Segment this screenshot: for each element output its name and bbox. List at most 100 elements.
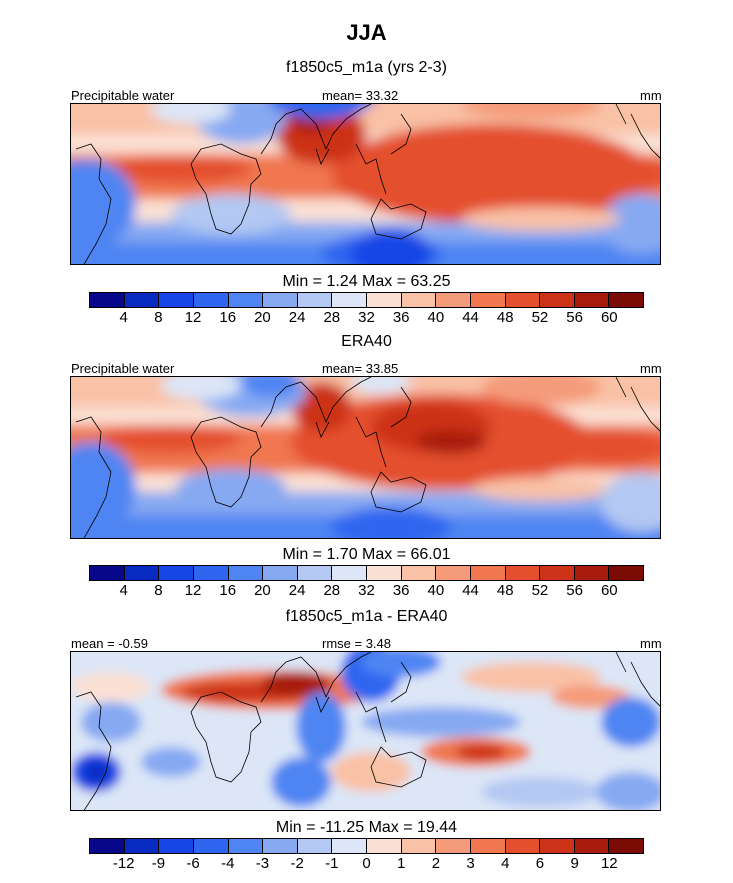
colorbar-1-swatch bbox=[90, 293, 125, 307]
colorbar-2-tick-label: 44 bbox=[462, 582, 479, 599]
colorbar-2-tick-label: 56 bbox=[566, 582, 583, 599]
colorbar-1-tick-label: 48 bbox=[496, 309, 514, 326]
colorbar-3-swatch bbox=[574, 839, 610, 853]
colorbar-1-swatch bbox=[436, 293, 471, 307]
colorbar-3-swatch bbox=[124, 839, 160, 853]
panel3-subtitle: f1850c5_m1a - ERA40 bbox=[285, 608, 448, 625]
colorbar-2-tick-label: 8 bbox=[154, 582, 163, 599]
colorbar-2-tick-label: 36 bbox=[392, 582, 410, 599]
colorbar-2-tick-label: 12 bbox=[184, 582, 202, 599]
colorbar-2-swatch bbox=[193, 566, 229, 580]
colorbar-1-swatch bbox=[574, 293, 610, 307]
panel2-map bbox=[70, 376, 661, 539]
panel2-minmax: Min = 1.70 Max = 66.01 bbox=[282, 546, 451, 563]
colorbar-2-tick-label: 52 bbox=[531, 582, 549, 599]
colorbar-3-swatch bbox=[297, 839, 333, 853]
colorbar-1-swatch bbox=[159, 293, 194, 307]
colorbar-1-swatch bbox=[505, 293, 541, 307]
colorbar-1-tick-label: 60 bbox=[600, 309, 618, 326]
colorbar-2-tick-label: 48 bbox=[496, 582, 514, 599]
colorbar-2-tick-label: 24 bbox=[288, 582, 306, 599]
colorbar-2-tick-label: 20 bbox=[254, 582, 271, 599]
colorbar-3-tick-label: -12 bbox=[112, 855, 135, 872]
colorbar-3-swatch bbox=[228, 839, 264, 853]
colorbar-3-tick-label: -9 bbox=[151, 855, 166, 872]
figure-title: JJA bbox=[346, 20, 387, 45]
colorbar-1-tick-label: 52 bbox=[531, 309, 549, 326]
colorbar-3-tick-label: 1 bbox=[397, 855, 406, 872]
colorbar-3 bbox=[89, 838, 644, 854]
colorbar-1-swatch bbox=[540, 293, 575, 307]
colorbar-3-swatch bbox=[436, 839, 471, 853]
colorbar-3-swatch bbox=[470, 839, 506, 853]
colorbar-3-ticks: -12 -9 -6 -4 -3 -2 -1 0 1 2 3 4 6 9 12 bbox=[89, 855, 644, 873]
colorbar-1-swatch bbox=[470, 293, 506, 307]
colorbar-3-swatch bbox=[540, 839, 575, 853]
colorbar-1-swatch bbox=[263, 293, 298, 307]
colorbar-2-swatch bbox=[505, 566, 541, 580]
colorbar-2-swatch bbox=[332, 566, 367, 580]
colorbar-1-swatch bbox=[367, 293, 402, 307]
colorbar-2-tick-label: 4 bbox=[119, 582, 128, 599]
colorbar-3-tick-label: 12 bbox=[600, 855, 618, 872]
colorbar-3-swatch bbox=[505, 839, 541, 853]
colorbar-3-swatch bbox=[332, 839, 367, 853]
colorbar-2-tick-label: 60 bbox=[600, 582, 618, 599]
colorbar-2-tick-label: 40 bbox=[427, 582, 445, 599]
panel1-subtitle: f1850c5_m1a (yrs 2-3) bbox=[286, 59, 447, 76]
colorbar-3-swatch bbox=[401, 839, 437, 853]
colorbar-1-swatch bbox=[228, 293, 264, 307]
colorbar-2-swatch bbox=[401, 566, 437, 580]
colorbar-3-swatch bbox=[193, 839, 229, 853]
colorbar-1-tick-label: 16 bbox=[219, 309, 237, 326]
colorbar-2-swatch bbox=[470, 566, 506, 580]
colorbar-2-ticks: 4 8 12 16 20 24 28 32 36 40 44 48 52 56 60 bbox=[89, 582, 644, 600]
panel1-minmax: Min = 1.24 Max = 63.25 bbox=[282, 273, 451, 290]
panel3-mean-label: mean = -0.59 bbox=[71, 636, 148, 651]
colorbar-1-tick-label: 24 bbox=[288, 309, 306, 326]
colorbar-1-swatch bbox=[297, 293, 333, 307]
colorbar-2-swatch bbox=[609, 566, 643, 580]
colorbar-2 bbox=[89, 565, 644, 581]
panel1-units: mm bbox=[640, 88, 662, 103]
colorbar-3-tick-label: -4 bbox=[221, 855, 235, 872]
colorbar-1-tick-label: 32 bbox=[358, 309, 375, 326]
colorbar-2-tick-label: 28 bbox=[323, 582, 341, 599]
colorbar-1 bbox=[89, 292, 644, 308]
colorbar-1-tick-label: 20 bbox=[254, 309, 271, 326]
colorbar-1-swatch bbox=[193, 293, 229, 307]
panel3-rmse-label: rmse = 3.48 bbox=[322, 636, 392, 651]
colorbar-1-tick-label: 12 bbox=[184, 309, 202, 326]
colorbar-2-swatch bbox=[159, 566, 194, 580]
colorbar-1-tick-label: 44 bbox=[462, 309, 479, 326]
colorbar-3-swatch bbox=[90, 839, 125, 853]
colorbar-1-tick-label: 8 bbox=[154, 309, 163, 326]
colorbar-1-tick-label: 4 bbox=[119, 309, 128, 326]
colorbar-3-tick-label: -3 bbox=[255, 855, 270, 872]
colorbar-3-tick-label: -2 bbox=[290, 855, 304, 872]
colorbar-3-tick-label: 2 bbox=[431, 855, 441, 872]
colorbar-3-tick-label: 4 bbox=[501, 855, 510, 872]
panel2-left-label: Precipitable water bbox=[71, 361, 175, 376]
colorbar-3-swatch bbox=[263, 839, 298, 853]
panel3-minmax: Min = -11.25 Max = 19.44 bbox=[275, 819, 458, 836]
panel2-subtitle: ERA40 bbox=[341, 333, 392, 350]
colorbar-2-swatch bbox=[263, 566, 298, 580]
panel3-units: mm bbox=[640, 636, 662, 651]
colorbar-2-swatch bbox=[436, 566, 471, 580]
colorbar-1-tick-label: 36 bbox=[392, 309, 410, 326]
panel1-left-label: Precipitable water bbox=[71, 88, 175, 103]
colorbar-1-ticks: 4 8 12 16 20 24 28 32 36 40 44 48 52 56 60 bbox=[89, 309, 644, 327]
colorbar-1-tick-label: 40 bbox=[427, 309, 445, 326]
colorbar-3-swatch bbox=[367, 839, 402, 853]
panel2-units: mm bbox=[640, 361, 662, 376]
panel3-map bbox=[70, 651, 661, 811]
colorbar-3-tick-label: 0 bbox=[362, 855, 371, 872]
colorbar-2-swatch bbox=[540, 566, 575, 580]
colorbar-3-tick-label: 9 bbox=[570, 855, 579, 872]
colorbar-2-swatch bbox=[574, 566, 610, 580]
colorbar-2-swatch bbox=[297, 566, 333, 580]
colorbar-2-swatch bbox=[90, 566, 125, 580]
colorbar-2-swatch bbox=[124, 566, 160, 580]
colorbar-1-tick-label: 28 bbox=[323, 309, 341, 326]
